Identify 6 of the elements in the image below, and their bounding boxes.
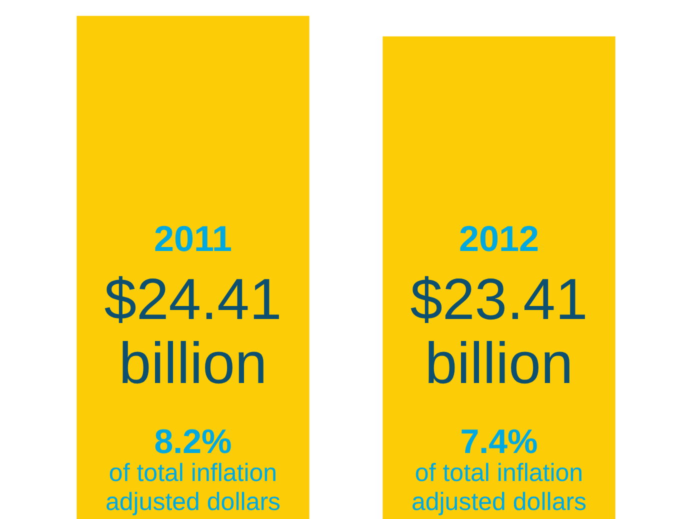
- data-label: $24.41 billion: [104, 267, 282, 396]
- x-tick-label: 2011: [154, 218, 232, 259]
- annotation: 8.2% of total inflation adjusted dollars: [105, 423, 281, 516]
- annotation: 7.4% of total inflation adjusted dollars: [411, 423, 587, 516]
- x-tick-label: 2012: [458, 218, 540, 259]
- data-label: $23.41 billion: [410, 267, 588, 396]
